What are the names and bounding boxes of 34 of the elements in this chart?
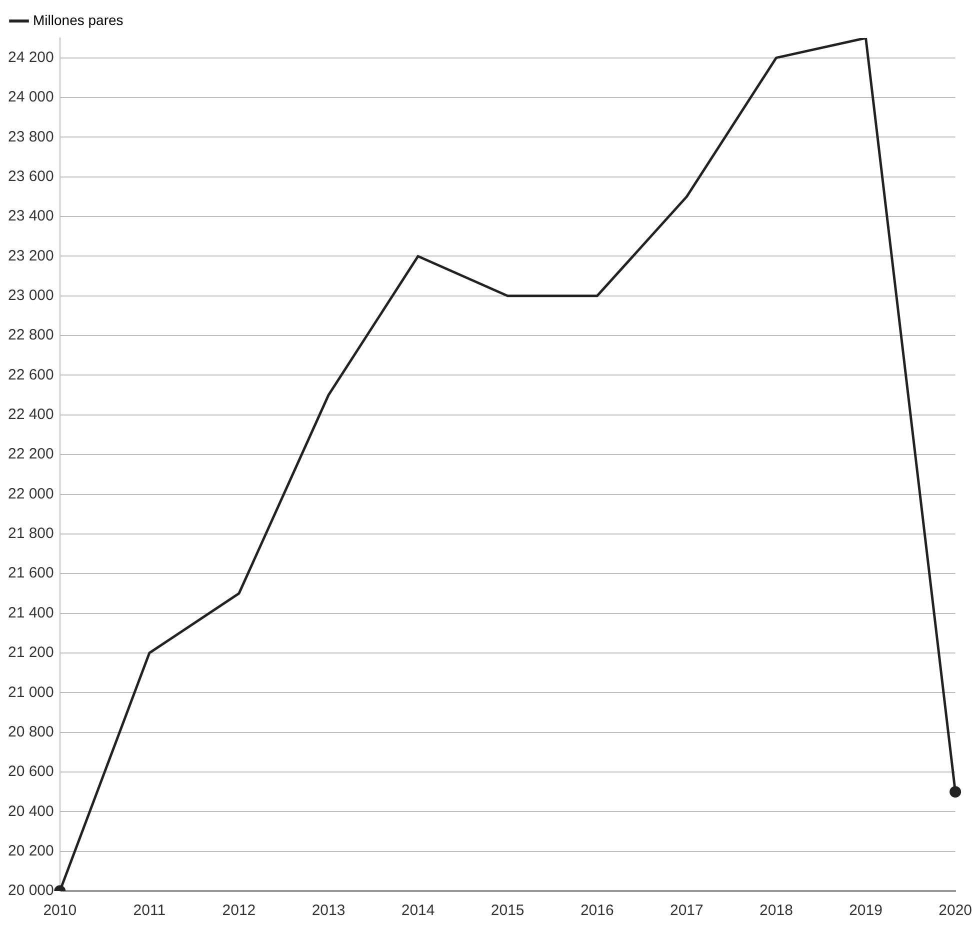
- y-tick-label: 23 200: [8, 247, 54, 264]
- x-tick-label: 2010: [43, 902, 77, 920]
- y-tick-label: 23 000: [8, 287, 54, 304]
- y-tick-label: 23 600: [8, 168, 54, 185]
- y-tick-label: 22 200: [8, 446, 54, 463]
- y-tick-label: 24 000: [8, 88, 54, 106]
- x-tick-label: 2012: [222, 902, 256, 920]
- y-tick-label: 24 200: [8, 48, 54, 66]
- x-tick-label: 2015: [490, 902, 524, 920]
- y-tick-label: 22 600: [8, 366, 54, 384]
- y-tick-label: 23 800: [8, 128, 54, 146]
- y-tick-label: 21 800: [8, 525, 54, 542]
- y-tick-label: 20 600: [8, 763, 54, 780]
- y-tick-label: 20 000: [8, 882, 54, 900]
- y-tick-label: 21 000: [8, 684, 54, 701]
- x-tick-label: 2016: [580, 902, 614, 920]
- y-tick-label: 23 400: [8, 208, 54, 225]
- y-tick-label: 20 800: [8, 723, 54, 740]
- y-tick-label: 22 800: [8, 326, 54, 344]
- x-tick-label: 2017: [670, 902, 704, 920]
- y-tick-label: 21 400: [8, 604, 54, 622]
- y-tick-label: 20 200: [8, 842, 54, 860]
- y-tick-label: 22 400: [8, 406, 54, 424]
- x-tick-label: 2011: [133, 902, 166, 920]
- y-tick-label: 21 600: [8, 564, 54, 582]
- legend-label: Millones pares: [33, 12, 124, 28]
- y-tick-label: 20 400: [8, 802, 54, 820]
- x-tick-label: 2019: [849, 902, 882, 920]
- x-tick-label: 2014: [401, 902, 435, 920]
- y-tick-label: 21 200: [8, 644, 54, 662]
- x-tick-label: 2018: [760, 902, 793, 920]
- x-tick-label: 2020: [938, 902, 972, 920]
- y-tick-label: 22 000: [8, 485, 54, 502]
- x-tick-label: 2013: [312, 902, 346, 920]
